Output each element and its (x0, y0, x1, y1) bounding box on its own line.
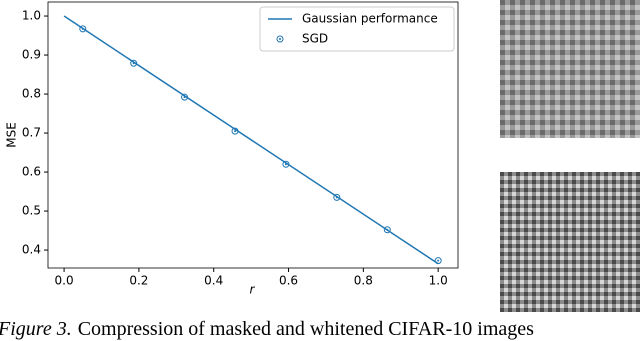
sgd-point (434, 257, 442, 265)
legend-box (259, 6, 455, 52)
sgd-point-dot (386, 228, 389, 231)
y-tick-label: 0.5 (22, 204, 41, 218)
sgd-point-dot (437, 259, 440, 262)
sgd-point-dot (335, 196, 338, 199)
sgd-point (130, 59, 138, 67)
sgd-point (181, 93, 189, 101)
sgd-point-dot (183, 96, 186, 99)
y-tick-label: 0.4 (22, 243, 41, 257)
x-tick-label: 1.0 (429, 274, 448, 288)
x-tick-label: 0.2 (129, 274, 148, 288)
sgd-point-dot (132, 62, 135, 65)
caption: Figure 3. Compression of masked and white… (0, 318, 534, 340)
y-axis-label: MSE (5, 122, 19, 148)
sgd-point-dot (284, 163, 287, 166)
y-tick-label: 0.9 (22, 48, 41, 62)
gaussian-line (63, 15, 439, 265)
y-tick-label: 1.0 (22, 9, 41, 23)
x-axis-label: r (250, 283, 256, 297)
legend-swatch (276, 35, 284, 43)
y-tick-label: 0.8 (22, 87, 41, 101)
x-tick-label: 0.0 (55, 274, 74, 288)
legend-swatch-dot (279, 38, 281, 40)
sgd-point (333, 193, 341, 201)
caption-label: Figure 3. (0, 318, 72, 340)
sgd-point (79, 25, 87, 33)
sgd-point-dot (234, 130, 237, 133)
legend-label: SGD (302, 32, 328, 46)
x-tick-label: 0.6 (279, 274, 298, 288)
y-tick-label: 0.7 (22, 126, 41, 140)
sgd-point (282, 160, 290, 168)
legend-label: Gaussian performance (302, 12, 438, 26)
y-tick-label: 0.6 (22, 165, 41, 179)
caption-text: Compression of masked and whitened CIFAR… (78, 318, 534, 340)
whitened-image-top (500, 0, 640, 138)
sgd-point (383, 226, 391, 234)
sgd-point (231, 127, 239, 135)
whitened-image-bottom (500, 172, 640, 312)
axes-frame (47, 1, 459, 269)
x-tick-label: 0.8 (354, 274, 373, 288)
sgd-point-dot (81, 27, 84, 30)
x-tick-label: 0.4 (204, 274, 223, 288)
